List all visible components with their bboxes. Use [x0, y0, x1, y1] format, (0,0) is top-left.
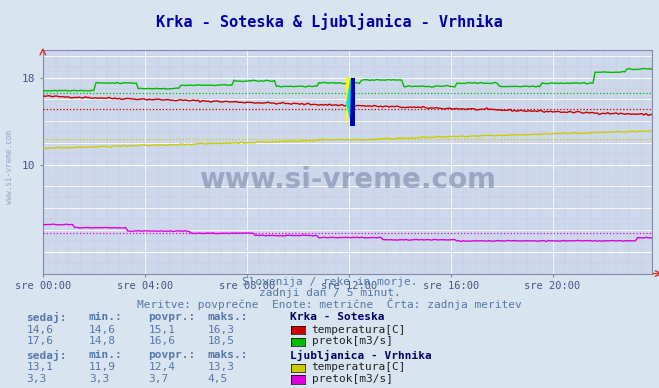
Text: temperatura[C]: temperatura[C]: [312, 325, 406, 335]
Polygon shape: [346, 78, 355, 126]
Text: 12,4: 12,4: [148, 362, 175, 372]
Text: www.si-vreme.com: www.si-vreme.com: [199, 166, 496, 194]
Text: 14,6: 14,6: [89, 325, 116, 335]
Text: maks.:: maks.:: [208, 350, 248, 360]
Text: min.:: min.:: [89, 312, 123, 322]
Text: povpr.:: povpr.:: [148, 312, 196, 322]
Text: 17,6: 17,6: [26, 336, 53, 346]
Text: 3,7: 3,7: [148, 374, 169, 384]
Text: 14,6: 14,6: [26, 325, 53, 335]
Text: pretok[m3/s]: pretok[m3/s]: [312, 336, 393, 346]
Text: 18,5: 18,5: [208, 336, 235, 346]
Text: 13,1: 13,1: [26, 362, 53, 372]
Text: min.:: min.:: [89, 350, 123, 360]
Polygon shape: [346, 78, 355, 126]
Text: 16,3: 16,3: [208, 325, 235, 335]
Text: zadnji dan / 5 minut.: zadnji dan / 5 minut.: [258, 288, 401, 298]
Text: Ljubljanica - Vrhnika: Ljubljanica - Vrhnika: [290, 350, 432, 361]
Text: sedaj:: sedaj:: [26, 312, 67, 323]
Text: 3,3: 3,3: [26, 374, 47, 384]
Text: 15,1: 15,1: [148, 325, 175, 335]
Text: maks.:: maks.:: [208, 312, 248, 322]
Text: Meritve: povprečne  Enote: metrične  Črta: zadnja meritev: Meritve: povprečne Enote: metrične Črta:…: [137, 298, 522, 310]
Text: sedaj:: sedaj:: [26, 350, 67, 361]
Text: www.si-vreme.com: www.si-vreme.com: [5, 130, 14, 204]
Text: 4,5: 4,5: [208, 374, 228, 384]
Text: 16,6: 16,6: [148, 336, 175, 346]
Text: 3,3: 3,3: [89, 374, 109, 384]
Text: pretok[m3/s]: pretok[m3/s]: [312, 374, 393, 384]
Text: povpr.:: povpr.:: [148, 350, 196, 360]
Text: 13,3: 13,3: [208, 362, 235, 372]
Text: Krka - Soteska: Krka - Soteska: [290, 312, 384, 322]
Text: Krka - Soteska & Ljubljanica - Vrhnika: Krka - Soteska & Ljubljanica - Vrhnika: [156, 14, 503, 30]
Text: 14,8: 14,8: [89, 336, 116, 346]
Text: Slovenija / reke in morje.: Slovenija / reke in morje.: [242, 277, 417, 288]
Text: 11,9: 11,9: [89, 362, 116, 372]
Text: temperatura[C]: temperatura[C]: [312, 362, 406, 372]
Polygon shape: [351, 78, 355, 126]
